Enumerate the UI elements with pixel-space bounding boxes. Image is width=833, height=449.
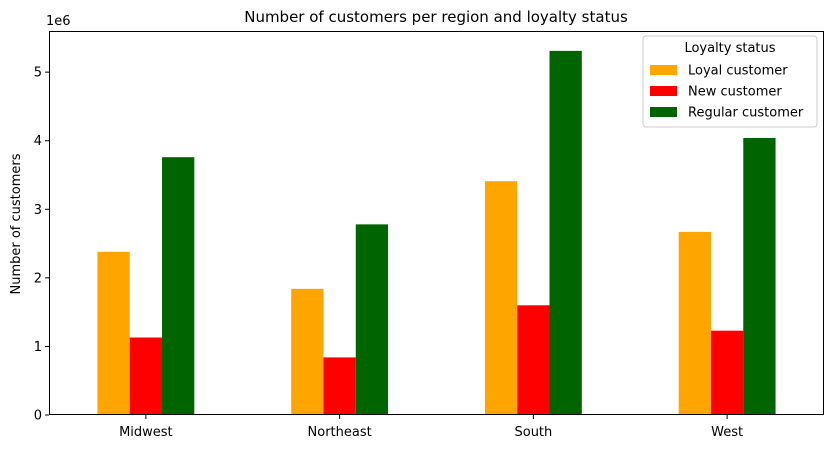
x-tick-label: Midwest bbox=[119, 425, 173, 440]
plot-frame bbox=[49, 31, 824, 415]
y-tick-label: 2 bbox=[34, 271, 42, 286]
legend: Loyalty status Loyal customer New customer… bbox=[642, 35, 818, 128]
x-axis-ticks: Midwest Northeast South West bbox=[119, 415, 743, 440]
y-tick-label: 0 bbox=[34, 409, 42, 424]
bar-new-customer-west bbox=[710, 330, 744, 415]
bar-loyal-customer-midwest bbox=[97, 251, 130, 415]
bars-group bbox=[97, 50, 776, 416]
legend-entry-label: Loyal customer bbox=[688, 64, 788, 79]
x-tick-label: West bbox=[711, 425, 743, 440]
y-axis-ticks: 0 1 2 3 4 5 bbox=[34, 66, 49, 424]
bar-new-customer-midwest bbox=[129, 337, 163, 415]
y-axis-label: Number of customers bbox=[9, 153, 24, 294]
legend-swatch bbox=[650, 107, 677, 117]
legend-swatch bbox=[650, 65, 677, 75]
legend-entry-label: Regular customer bbox=[688, 106, 804, 121]
bar-regular-customer-northeast bbox=[355, 224, 389, 415]
y-axis-offset-label: 1e6 bbox=[46, 14, 71, 29]
bar-regular-customer-south bbox=[549, 50, 582, 416]
y-tick-label: 4 bbox=[34, 134, 42, 149]
y-tick-label: 1 bbox=[34, 340, 42, 355]
bar-new-customer-south bbox=[517, 305, 550, 415]
chart-title: Number of customers per region and loyal… bbox=[244, 8, 628, 26]
bar-loyal-customer-northeast bbox=[291, 288, 324, 415]
x-tick-label: South bbox=[514, 425, 552, 440]
bar-loyal-customer-west bbox=[678, 231, 711, 415]
bar-loyal-customer-south bbox=[484, 181, 518, 415]
y-tick-label: 5 bbox=[34, 66, 42, 81]
legend-box bbox=[642, 35, 818, 128]
legend-swatch bbox=[650, 86, 677, 96]
bar-new-customer-northeast bbox=[323, 357, 356, 415]
legend-entry-label: New customer bbox=[688, 85, 782, 100]
y-tick-label: 3 bbox=[34, 203, 42, 218]
x-tick-label: Northeast bbox=[308, 425, 372, 440]
bar-regular-customer-midwest bbox=[162, 157, 195, 415]
bar-regular-customer-west bbox=[743, 137, 776, 415]
legend-title: Loyalty status bbox=[684, 41, 775, 56]
